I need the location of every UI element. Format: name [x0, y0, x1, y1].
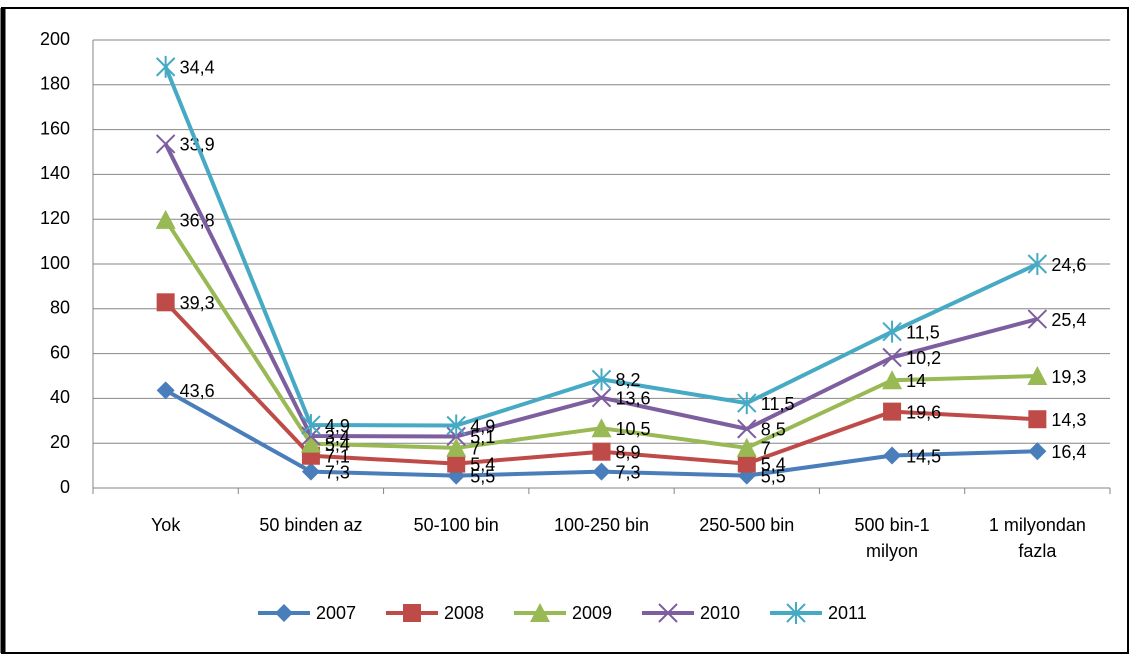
legend-label: 2007 [316, 603, 356, 623]
data-label: 7,1 [325, 446, 350, 466]
marker [592, 442, 611, 461]
data-label: 43,6 [180, 381, 215, 401]
data-label: 19,6 [906, 402, 941, 422]
x-tick-label: 50-100 bin [413, 515, 499, 535]
data-label: 5,4 [325, 434, 350, 454]
y-tick-label: 120 [40, 208, 70, 228]
data-label: 8,5 [761, 420, 786, 440]
data-label: 14,3 [1051, 410, 1086, 430]
marker [658, 603, 678, 623]
marker [786, 602, 806, 624]
marker [591, 388, 612, 408]
data-label: 7 [470, 439, 480, 459]
data-label: 5,5 [761, 466, 786, 486]
marker [737, 454, 756, 473]
data-label: 19,3 [1051, 367, 1086, 387]
data-label: 10,2 [906, 348, 941, 368]
legend-label: 2011 [828, 603, 867, 623]
marker [882, 370, 903, 390]
y-tick-label: 200 [40, 29, 70, 49]
data-label: 34,4 [180, 58, 215, 78]
x-tick-label: 1 milyondan fazla [988, 515, 1086, 561]
y-tick-label: 180 [40, 74, 70, 94]
marker [592, 462, 611, 481]
marker [156, 381, 175, 400]
data-label: 5,4 [761, 454, 786, 474]
x-tick-label: 250-500 bin [699, 515, 795, 535]
y-tick-label: 160 [40, 118, 70, 138]
data-label: 3,4 [325, 427, 350, 447]
data-label: 5,5 [470, 466, 495, 486]
data-label: 4,9 [470, 416, 495, 436]
marker [883, 446, 902, 465]
marker [156, 293, 175, 312]
x-tick-label: 50 binden az [259, 515, 363, 535]
data-label: 8,9 [616, 442, 641, 462]
marker [403, 604, 421, 622]
data-label: 8,2 [616, 370, 641, 390]
marker [300, 433, 321, 453]
y-tick-label: 80 [50, 298, 70, 318]
marker [301, 414, 321, 437]
data-label: 25,4 [1051, 310, 1086, 330]
data-label: 14,5 [906, 446, 941, 466]
y-tick-label: 40 [50, 387, 70, 407]
data-label: 13,6 [616, 388, 651, 408]
y-tick-label: 140 [40, 163, 70, 183]
marker [882, 320, 902, 343]
legend-label: 2010 [700, 603, 740, 623]
y-tick-label: 20 [50, 432, 70, 452]
x-tick-label: Yok [150, 515, 181, 535]
frame [1, 7, 1129, 654]
marker [1028, 410, 1047, 429]
y-tick-label: 100 [40, 253, 70, 273]
x-tick-label: 100-250 bin [553, 515, 650, 535]
marker [530, 603, 550, 622]
data-label: 39,3 [180, 293, 215, 313]
marker [883, 402, 902, 421]
marker [882, 347, 902, 368]
data-label: 10,5 [616, 419, 651, 439]
marker [1027, 253, 1048, 275]
marker [446, 437, 467, 457]
marker [447, 454, 466, 473]
marker [1028, 442, 1047, 461]
data-label: 4,9 [325, 416, 350, 436]
data-label: 5,4 [470, 454, 495, 474]
data-label: 7,3 [616, 462, 641, 482]
x-tick-label: 500 bin-1 milyon [854, 515, 930, 561]
data-label: 16,4 [1051, 442, 1086, 462]
data-label: 11,5 [761, 394, 795, 414]
marker [736, 437, 757, 457]
data-label: 24,6 [1051, 255, 1086, 275]
marker [591, 368, 612, 391]
marker [1027, 309, 1048, 329]
marker [275, 604, 293, 622]
marker [155, 134, 176, 154]
data-label: 11,5 [906, 322, 940, 342]
marker [1027, 366, 1048, 385]
data-label: 14 [906, 371, 926, 391]
marker [737, 392, 757, 415]
y-tick-label: 0 [60, 477, 70, 497]
marker [446, 414, 466, 437]
marker [301, 462, 320, 481]
marker [737, 419, 757, 439]
y-tick-label: 60 [50, 342, 70, 362]
marker [155, 209, 176, 229]
data-label: 7 [761, 439, 771, 459]
marker [591, 418, 612, 438]
data-label: 5,1 [470, 427, 495, 447]
data-label: 7,3 [325, 462, 350, 482]
legend-label: 2008 [444, 603, 484, 623]
legend-label: 2009 [572, 603, 612, 623]
marker [155, 55, 176, 78]
